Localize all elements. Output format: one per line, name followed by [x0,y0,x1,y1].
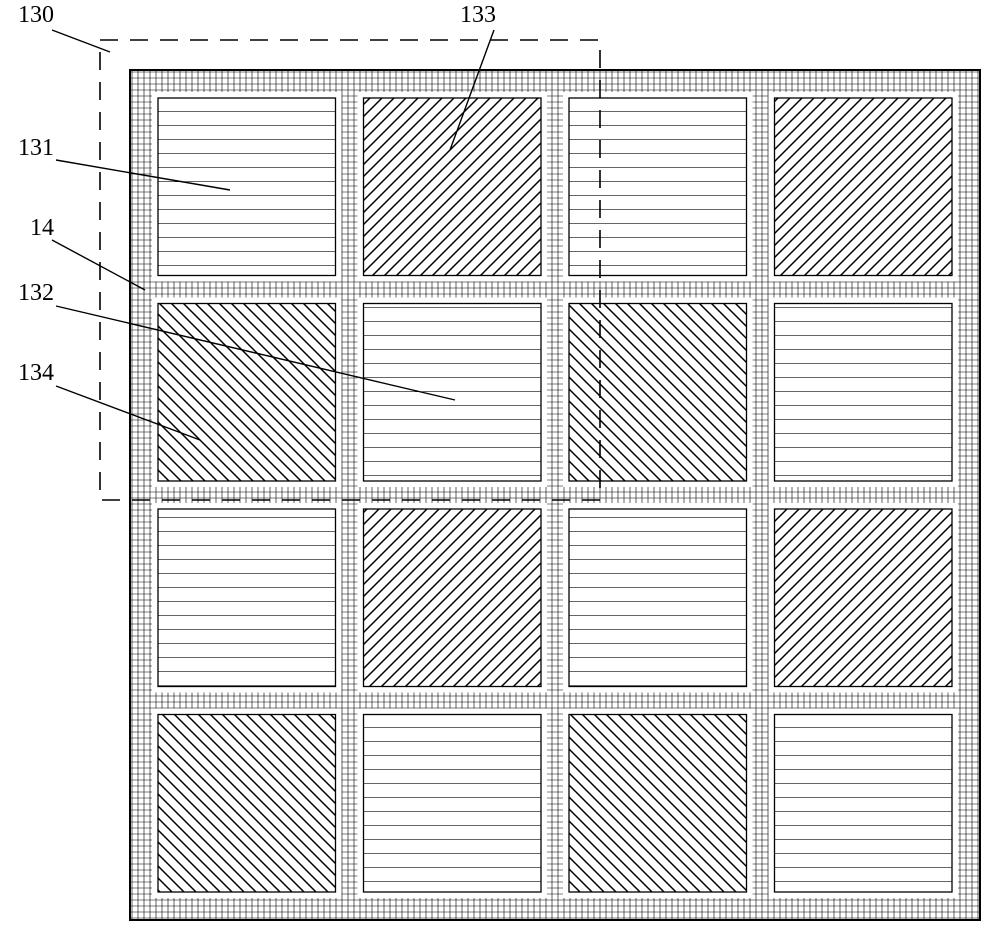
label-133: 133 [460,2,496,28]
cell-r3-c1 [364,715,542,893]
cell-r3-c2 [569,715,747,893]
cell-r0-c2 [569,98,747,276]
label-14: 14 [30,215,54,241]
label-132: 132 [18,280,54,306]
leader-130 [52,30,110,52]
cell-r2-c2 [569,509,747,687]
label-130: 130 [18,2,54,28]
cell-r3-c0 [158,715,336,893]
label-131: 131 [18,135,54,161]
cell-r1-c0 [158,304,336,482]
cell-r3-c3 [775,715,953,893]
cell-r2-c1 [364,509,542,687]
cell-r0-c0 [158,98,336,276]
cell-r1-c3 [775,304,953,482]
cell-r1-c1 [364,304,542,482]
diagram-root: 130 133 131 14 132 134 [0,0,1000,937]
cell-r1-c2 [569,304,747,482]
figure-svg: 130 133 131 14 132 134 [0,0,1000,937]
cell-r2-c3 [775,509,953,687]
cell-r0-c3 [775,98,953,276]
cell-r0-c1 [364,98,542,276]
label-134: 134 [18,360,54,386]
cell-r2-c0 [158,509,336,687]
